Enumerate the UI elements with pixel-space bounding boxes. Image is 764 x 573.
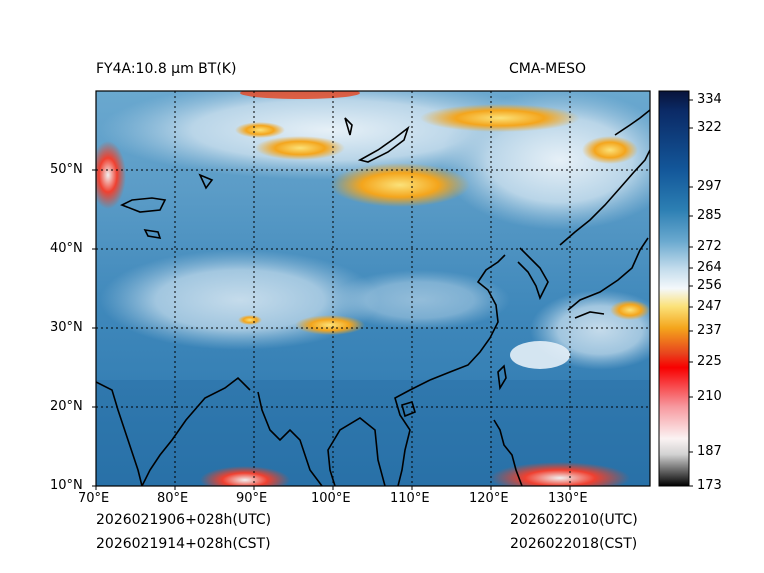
lon-label: 80°E [157,491,189,506]
colorbar-label: 210 [697,389,722,404]
lon-label: 120°E [469,491,509,506]
colorbar-label: 322 [697,120,722,135]
lat-label: 10°N [50,478,83,493]
axis-ticks [92,169,571,490]
lat-label: 40°N [50,241,83,256]
colorbar-label: 285 [697,208,722,223]
brightness-temperature-field [96,91,650,486]
lon-label: 100°E [311,491,351,506]
graticule [96,91,650,486]
map-title: FY4A:10.8 μm BT(K) [96,61,237,77]
colorbar [658,90,690,487]
lon-label: 130°E [548,491,588,506]
colorbar-ticks [689,99,693,487]
lat-label: 30°N [50,320,83,335]
valid-time-utc: 2026022010(UTC) [510,512,638,528]
colorbar-label: 256 [697,278,722,293]
lat-label: 50°N [50,162,83,177]
colorbar-label: 297 [697,179,722,194]
colorbar-label: 264 [697,260,722,275]
map-frame [95,90,651,487]
model-name: CMA-MESO [509,61,587,77]
colorbar-label: 225 [697,354,722,369]
colorbar-label: 272 [697,239,722,254]
lon-label: 70°E [78,491,110,506]
colorbar-label: 187 [697,444,722,459]
colorbar-label: 237 [697,323,722,338]
colorbar-label: 334 [697,92,722,107]
valid-time-cst: 2026022018(CST) [510,536,638,552]
lat-label: 20°N [50,399,83,414]
init-time-utc: 2026021906+028h(UTC) [96,512,272,528]
lon-label: 90°E [236,491,268,506]
lon-label: 110°E [390,491,430,506]
colorbar-label: 173 [697,478,722,493]
init-time-cst: 2026021914+028h(CST) [96,536,271,552]
coastlines [96,109,650,486]
colorbar-label: 247 [697,299,722,314]
